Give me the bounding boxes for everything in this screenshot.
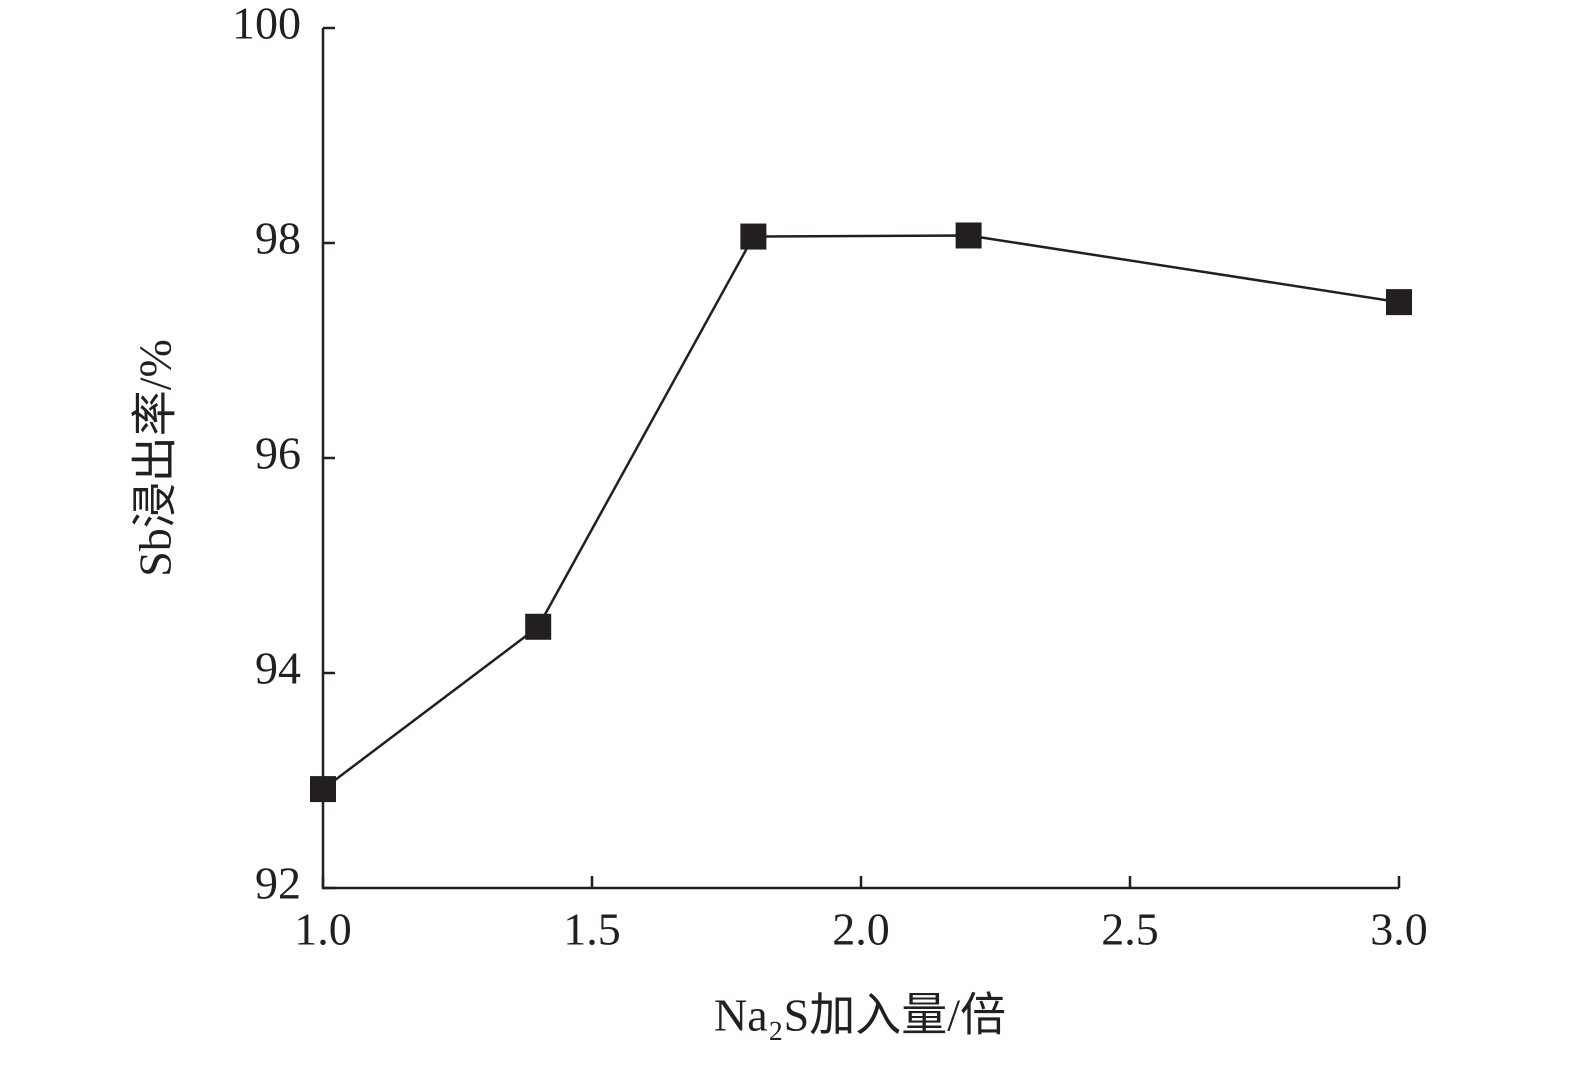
y-tick-label: 100 [232, 0, 301, 49]
y-tick-label: 92 [255, 858, 301, 909]
x-tick-label: 2.0 [832, 904, 890, 955]
data-point [955, 222, 982, 249]
data-line [322, 234, 1400, 791]
data-point [525, 613, 552, 640]
data-point [310, 776, 336, 803]
y-tick-label: 96 [255, 428, 301, 479]
data-point [740, 223, 767, 250]
x-axis-label: Na₂S加入量/倍 [714, 990, 1006, 1041]
axes [321, 28, 1399, 890]
y-tick-label: 94 [255, 643, 301, 694]
x-tick-label: 2.5 [1101, 904, 1159, 955]
x-tick-label: 1.5 [563, 904, 621, 955]
x-tick-label: 3.0 [1370, 904, 1428, 955]
y-tick-label: 98 [255, 213, 301, 264]
y-axis-label: Sb浸出率/% [130, 339, 181, 577]
data-point [1386, 289, 1412, 316]
x-tick-label: 1.0 [294, 904, 352, 955]
